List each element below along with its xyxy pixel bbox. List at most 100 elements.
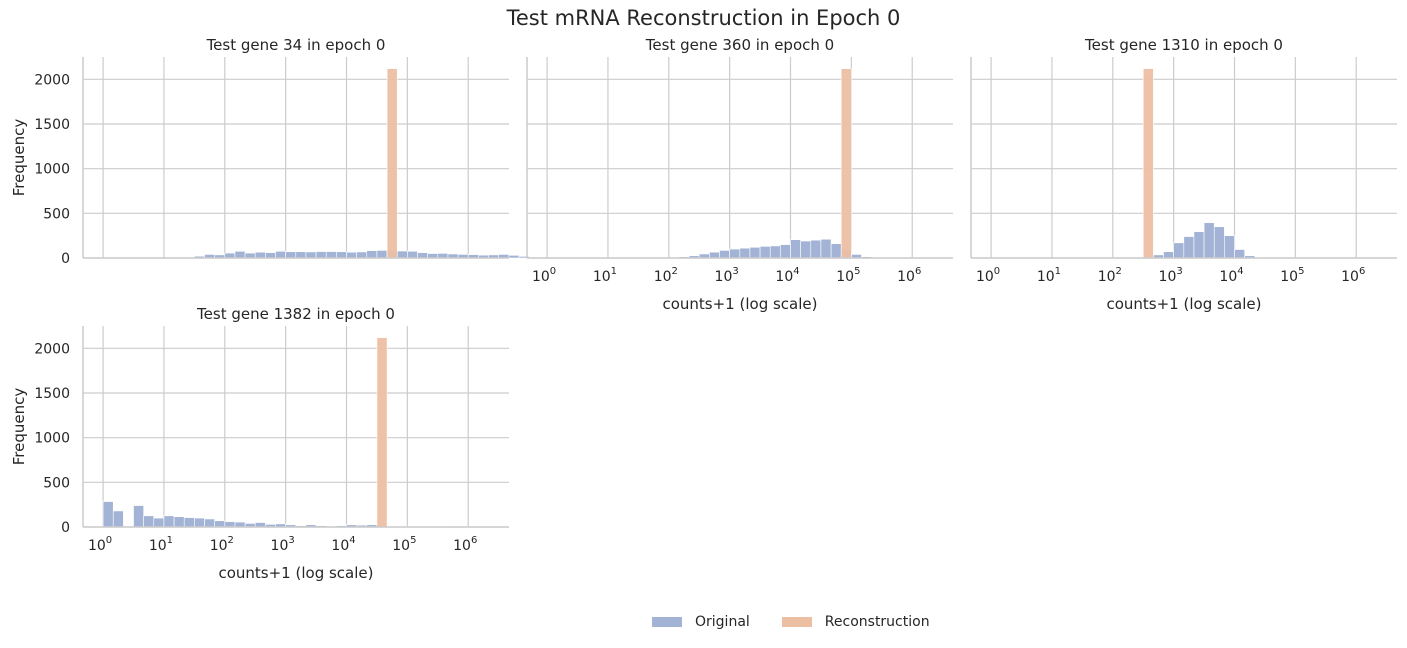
- bar-original: [305, 251, 317, 259]
- bar-original: [396, 250, 408, 259]
- x-tick-label: 101: [593, 266, 617, 285]
- x-tick-label: 106: [453, 535, 477, 554]
- bar-original: [102, 501, 114, 528]
- legend-label-reconstruction: Reconstruction: [824, 614, 930, 630]
- bar-original: [325, 251, 337, 259]
- bar-original: [133, 505, 144, 528]
- bar-original: [1163, 251, 1174, 259]
- bar-original: [417, 252, 428, 259]
- y-axis-label: Frequency: [10, 388, 28, 466]
- subplot-title: Test gene 34 in epoch 0: [206, 36, 386, 54]
- bar-reconstruction: [840, 68, 852, 259]
- bar-original: [275, 251, 286, 259]
- x-tick-label: 105: [836, 266, 860, 285]
- y-tick-label: 0: [61, 520, 70, 536]
- bar-original: [508, 255, 520, 259]
- x-tick-label: 100: [532, 266, 556, 285]
- x-axis-label: counts+1 (log scale): [1106, 295, 1261, 313]
- bar-original: [295, 251, 307, 259]
- bar-original: [729, 248, 741, 259]
- bar-original: [214, 520, 226, 528]
- bar-original: [1213, 226, 1225, 259]
- bar-original: [336, 251, 347, 259]
- x-tick-label: 104: [775, 266, 799, 285]
- y-tick-label: 500: [43, 206, 70, 222]
- subplot-2: Test gene 360 in epoch 0 100 101 102 103 104 1…: [526, 36, 954, 313]
- subplot-3: Test gene 1310 in epoch 0 100 101 102 103 104…: [970, 36, 1398, 313]
- y-tick-label: 1000: [34, 162, 70, 178]
- bar-original: [112, 510, 124, 528]
- subplot-4: Test gene 1382 in epoch 0 0 500 1000 1500 200…: [10, 305, 510, 582]
- y-tick-label: 1500: [34, 386, 70, 402]
- bar-reconstruction: [386, 68, 398, 259]
- bar-original: [820, 238, 832, 259]
- x-tick-label: 102: [654, 266, 678, 285]
- bar-original: [790, 239, 801, 259]
- bar-original: [254, 251, 266, 259]
- bar-original: [234, 251, 246, 259]
- bar-original: [719, 250, 730, 259]
- bar-original: [780, 244, 791, 259]
- x-tick-label: 102: [210, 535, 234, 554]
- legend-item-original: Original: [652, 614, 750, 630]
- bar-original: [1193, 231, 1205, 259]
- bar-original: [759, 246, 771, 259]
- x-tick-label: 103: [271, 535, 295, 554]
- x-axis-label: counts+1 (log scale): [218, 564, 373, 582]
- bar-reconstruction: [1142, 68, 1154, 259]
- legend-label-original: Original: [695, 614, 750, 630]
- subplot-title: Test gene 360 in epoch 0: [645, 36, 834, 54]
- legend-item-reconstruction: Reconstruction: [781, 614, 930, 630]
- bar-original: [346, 251, 357, 259]
- x-tick-label: 106: [1341, 266, 1365, 285]
- bar-original: [1183, 236, 1195, 259]
- y-tick-label: 0: [61, 251, 70, 267]
- bar-original: [1234, 249, 1245, 259]
- bar-original: [224, 521, 236, 528]
- bar-original: [830, 243, 842, 259]
- bar-original: [366, 250, 378, 259]
- bar-original: [1224, 235, 1235, 259]
- y-tick-label: 500: [43, 475, 70, 491]
- x-tick-label: 101: [1037, 266, 1061, 285]
- bar-original: [739, 247, 751, 259]
- figure-title: Test mRNA Reconstruction in Epoch 0: [506, 6, 901, 30]
- subplot-title: Test gene 1310 in epoch 0: [1084, 36, 1283, 54]
- legend: Original Reconstruction: [652, 614, 962, 630]
- x-tick-label: 105: [392, 535, 416, 554]
- y-tick-label: 1500: [34, 117, 70, 133]
- x-tick-label: 100: [976, 266, 1000, 285]
- x-tick-label: 100: [88, 535, 112, 554]
- x-tick-label: 106: [897, 266, 921, 285]
- bar-original: [769, 245, 781, 259]
- subplot-title: Test gene 1382 in epoch 0: [196, 305, 395, 323]
- bar-original: [376, 250, 388, 259]
- x-tick-label: 103: [715, 266, 739, 285]
- x-tick-label: 105: [1280, 266, 1304, 285]
- bar-original: [163, 515, 175, 528]
- bar-original: [194, 517, 205, 528]
- bar-original: [1173, 242, 1185, 259]
- bar-original: [285, 251, 297, 259]
- x-tick-label: 101: [149, 535, 173, 554]
- bar-original: [749, 246, 761, 259]
- bar-original: [153, 517, 165, 528]
- bar-original: [810, 239, 822, 259]
- bar-original: [1203, 222, 1215, 259]
- legend-swatch-original: [652, 617, 682, 627]
- subplot-1: Test gene 34 in epoch 0 0 500 1000 1500 2000 F…: [10, 36, 560, 267]
- x-axis-label: counts+1 (log scale): [662, 295, 817, 313]
- bar-original: [265, 252, 276, 259]
- bar-reconstruction: [376, 337, 388, 528]
- x-tick-label: 104: [1219, 266, 1243, 285]
- bar-original: [204, 518, 215, 528]
- x-tick-label: 103: [1159, 266, 1183, 285]
- y-axis-label: Frequency: [10, 119, 28, 197]
- y-tick-label: 1000: [34, 431, 70, 447]
- bar-original: [800, 240, 812, 259]
- bar-original: [407, 251, 418, 259]
- x-tick-label: 104: [331, 535, 355, 554]
- bar-original: [173, 516, 185, 528]
- bar-original: [315, 251, 327, 259]
